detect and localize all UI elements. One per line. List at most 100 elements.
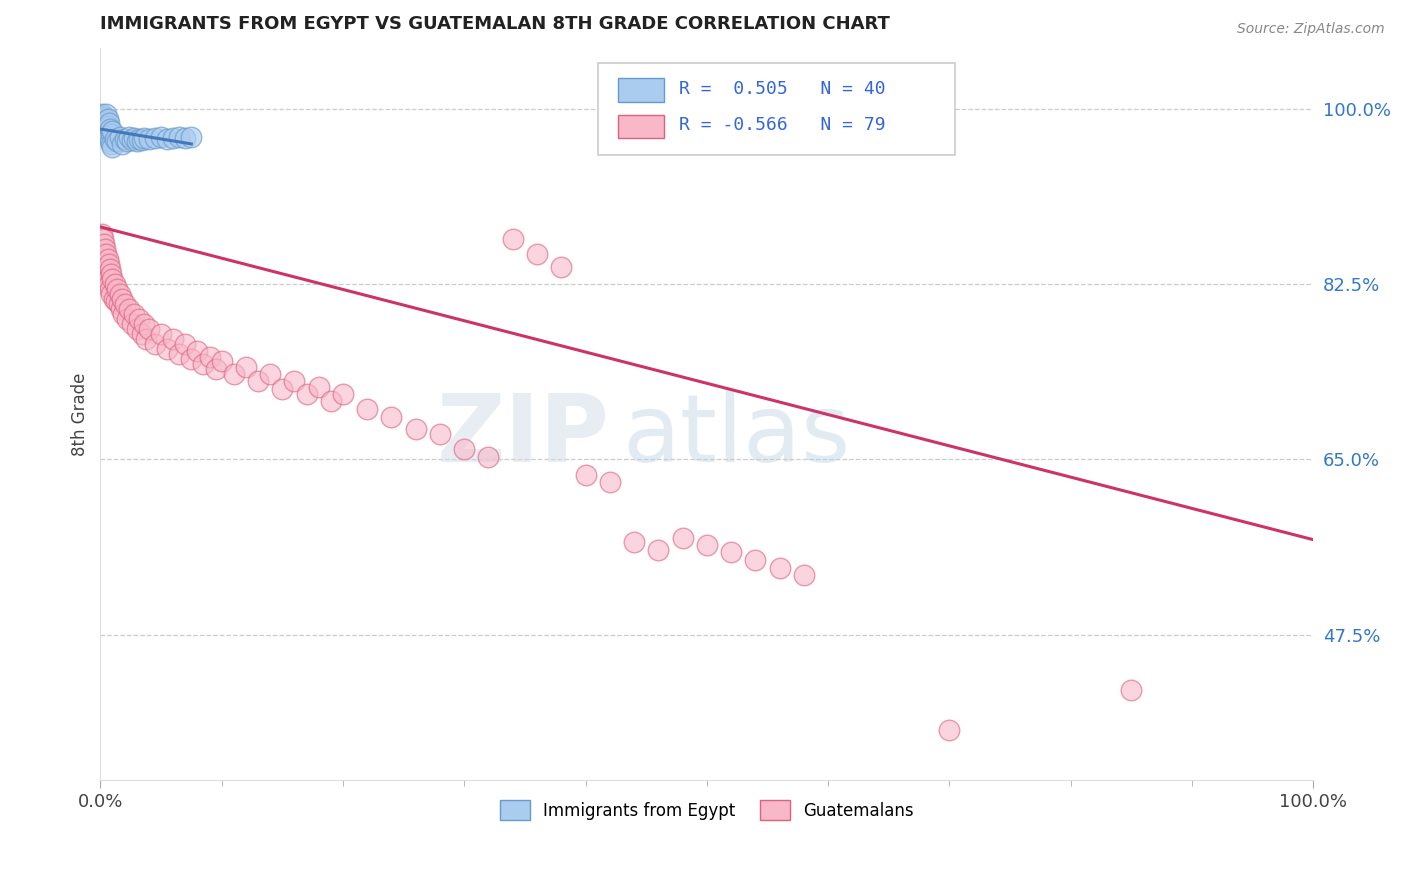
Point xyxy=(118,302,141,317)
Point xyxy=(121,317,143,331)
Text: Source: ZipAtlas.com: Source: ZipAtlas.com xyxy=(1237,22,1385,37)
Point xyxy=(97,272,120,286)
Point xyxy=(112,307,135,321)
Point xyxy=(308,380,330,394)
Point xyxy=(332,387,354,401)
Point xyxy=(104,277,127,291)
Text: IMMIGRANTS FROM EGYPT VS GUATEMALAN 8TH GRADE CORRELATION CHART: IMMIGRANTS FROM EGYPT VS GUATEMALAN 8TH … xyxy=(100,15,890,33)
Point xyxy=(105,294,128,309)
Point xyxy=(938,723,960,738)
Point xyxy=(138,131,160,145)
Point xyxy=(128,131,150,145)
Point xyxy=(128,312,150,326)
Point xyxy=(90,106,112,120)
Point xyxy=(167,129,190,144)
Point xyxy=(167,347,190,361)
Point xyxy=(720,545,742,559)
Point xyxy=(180,352,202,367)
Point xyxy=(174,130,197,145)
Point xyxy=(696,538,718,552)
Point xyxy=(599,475,621,489)
Bar xyxy=(619,78,665,102)
Point xyxy=(180,129,202,144)
Point xyxy=(93,123,115,137)
Point xyxy=(174,337,197,351)
Point xyxy=(114,131,136,145)
Point xyxy=(526,247,548,261)
Point xyxy=(97,112,120,126)
Point xyxy=(193,357,215,371)
Point xyxy=(162,130,184,145)
Point xyxy=(118,129,141,144)
FancyBboxPatch shape xyxy=(598,63,956,154)
Point xyxy=(97,257,120,271)
Point xyxy=(96,106,118,120)
Point xyxy=(793,567,815,582)
Point xyxy=(111,136,134,151)
Point xyxy=(90,227,112,241)
Point xyxy=(108,129,131,144)
Point xyxy=(283,374,305,388)
Point xyxy=(744,553,766,567)
Point xyxy=(101,139,124,153)
Point xyxy=(101,123,124,137)
Point xyxy=(91,232,114,246)
Point xyxy=(94,120,117,134)
Text: R =  0.505   N = 40: R = 0.505 N = 40 xyxy=(679,79,886,98)
Point xyxy=(97,277,120,291)
Point xyxy=(96,267,118,281)
Point xyxy=(114,297,136,311)
Point xyxy=(98,262,121,277)
Point xyxy=(98,121,121,136)
Point xyxy=(405,422,427,436)
Point xyxy=(162,332,184,346)
Point xyxy=(97,119,120,133)
Point xyxy=(477,450,499,465)
Point xyxy=(94,262,117,277)
Point xyxy=(96,247,118,261)
Point xyxy=(143,130,166,145)
Point xyxy=(138,322,160,336)
Point xyxy=(211,354,233,368)
Point xyxy=(623,534,645,549)
Point xyxy=(103,292,125,306)
Point xyxy=(91,117,114,131)
Point xyxy=(110,302,132,317)
Point xyxy=(108,287,131,301)
Point xyxy=(204,362,226,376)
Point xyxy=(98,282,121,296)
Point xyxy=(94,242,117,256)
Point xyxy=(100,267,122,281)
Point xyxy=(111,292,134,306)
Point xyxy=(132,130,155,145)
Point xyxy=(453,442,475,457)
Point xyxy=(96,127,118,141)
Point xyxy=(100,127,122,141)
Point xyxy=(647,542,669,557)
Point xyxy=(156,131,179,145)
Point xyxy=(121,133,143,147)
Point xyxy=(1121,683,1143,698)
Point xyxy=(107,297,129,311)
Bar xyxy=(619,115,665,138)
Point xyxy=(91,112,114,126)
Point xyxy=(97,129,120,144)
Point xyxy=(97,115,120,129)
Point xyxy=(93,257,115,271)
Point xyxy=(93,110,115,124)
Point xyxy=(198,350,221,364)
Legend: Immigrants from Egypt, Guatemalans: Immigrants from Egypt, Guatemalans xyxy=(494,793,921,827)
Point xyxy=(502,232,524,246)
Point xyxy=(295,387,318,401)
Point xyxy=(101,272,124,286)
Point xyxy=(132,317,155,331)
Point xyxy=(115,134,138,148)
Point xyxy=(91,247,114,261)
Point xyxy=(222,368,245,382)
Point xyxy=(135,332,157,346)
Point xyxy=(98,134,121,148)
Point xyxy=(247,374,270,388)
Point xyxy=(356,402,378,417)
Text: atlas: atlas xyxy=(621,391,851,483)
Point xyxy=(259,368,281,382)
